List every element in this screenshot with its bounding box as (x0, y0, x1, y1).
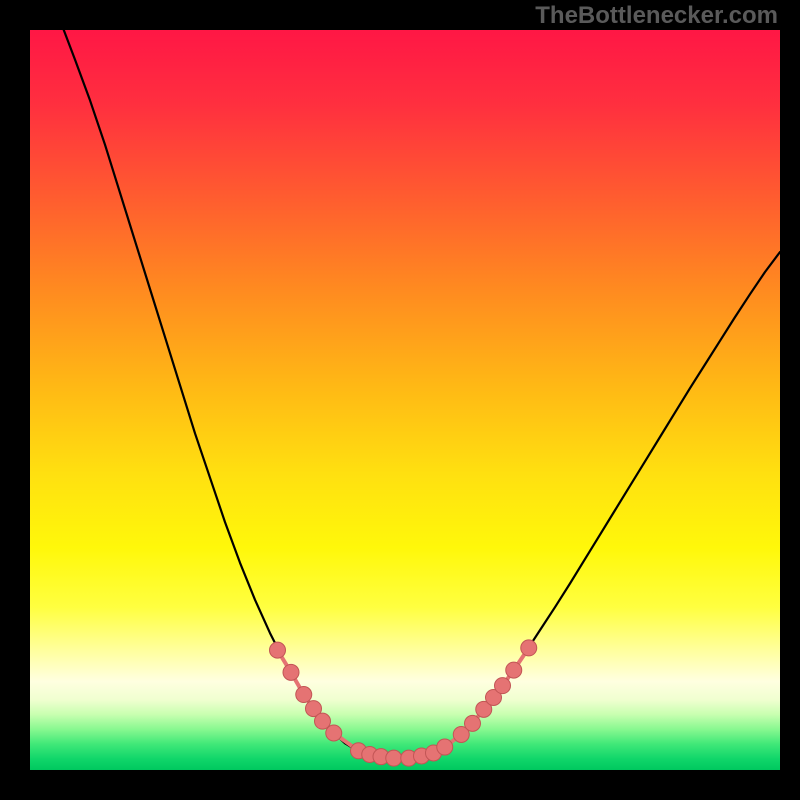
marker-point (373, 749, 389, 765)
marker-point (401, 750, 417, 766)
plot-area (30, 30, 780, 770)
marker-point (414, 748, 430, 764)
watermark-text: TheBottlenecker.com (535, 2, 778, 30)
marker-point (283, 664, 299, 680)
chart-frame: TheBottlenecker.com (0, 0, 800, 800)
chart-svg (30, 30, 780, 770)
marker-point (362, 746, 378, 762)
marker-point (495, 678, 511, 694)
marker-point (453, 726, 469, 742)
marker-point (270, 642, 286, 658)
marker-connector (278, 648, 529, 758)
bottleneck-curve (64, 30, 780, 758)
marker-point (437, 739, 453, 755)
marker-point (296, 687, 312, 703)
marker-point (465, 715, 481, 731)
marker-point (426, 745, 442, 761)
marker-point (326, 725, 342, 741)
marker-point (351, 743, 367, 759)
marker-point (306, 701, 322, 717)
marker-point (386, 750, 402, 766)
marker-point (476, 701, 492, 717)
marker-point (506, 662, 522, 678)
marker-point (521, 640, 537, 656)
marker-point (315, 713, 331, 729)
marker-point (486, 689, 502, 705)
